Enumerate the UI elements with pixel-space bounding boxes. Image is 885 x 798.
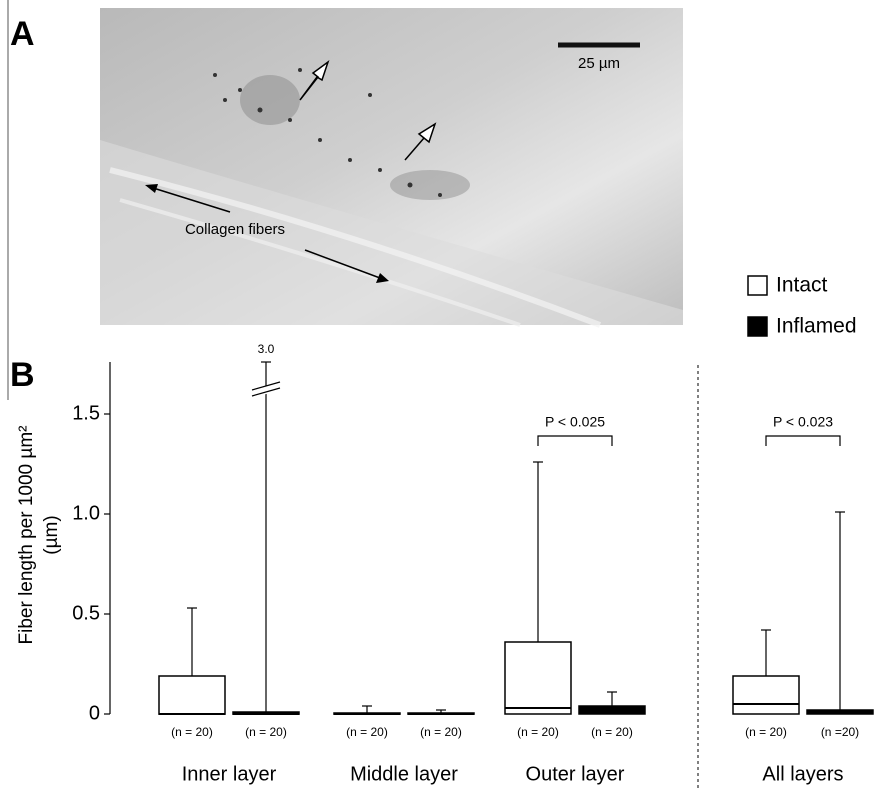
y-tick-label: 1.0 [72, 502, 100, 524]
y-axis-label: (µm) [41, 515, 62, 554]
n-label: (n = 20) [745, 725, 787, 739]
max-label: 3.0 [258, 342, 275, 356]
p-value: P < 0.023 [773, 414, 833, 430]
bracket [538, 436, 612, 446]
micrograph: 25 µm Collagen fibers [100, 8, 683, 325]
y-tick-label: 0 [89, 702, 100, 724]
x-tick-label: Middle layer [350, 763, 458, 785]
n-label: (n = 20) [591, 725, 633, 739]
y-tick-label: 1.5 [72, 402, 100, 424]
n-label: (n = 20) [346, 725, 388, 739]
legend-label: Inflamed [776, 315, 857, 338]
figure: A 25 µm Collagen fibers B Fiber length p… [0, 0, 885, 793]
box [505, 642, 571, 714]
p-value: P < 0.025 [545, 414, 605, 430]
x-tick-label: Outer layer [526, 763, 625, 785]
x-tick-label: All layers [762, 763, 843, 785]
box [159, 676, 225, 714]
panel-label: A [10, 15, 35, 53]
legend-swatch [748, 276, 767, 295]
n-label: (n = 20) [171, 725, 213, 739]
n-label: (n = 20) [420, 725, 462, 739]
n-label: (n =20) [821, 725, 859, 739]
n-label: (n = 20) [517, 725, 559, 739]
n-label: (n = 20) [245, 725, 287, 739]
scale-bar-label: 25 µm [578, 55, 620, 72]
y-axis-label: Fiber length per 1000 µm² [16, 425, 37, 644]
y-tick-label: 0.5 [72, 602, 100, 624]
box [733, 676, 799, 714]
legend-swatch [748, 317, 767, 336]
legend-label: Intact [776, 274, 828, 297]
x-tick-label: Inner layer [182, 763, 277, 785]
panel-label: B [10, 356, 35, 394]
bracket [766, 436, 840, 446]
annotation: Collagen fibers [185, 221, 285, 238]
